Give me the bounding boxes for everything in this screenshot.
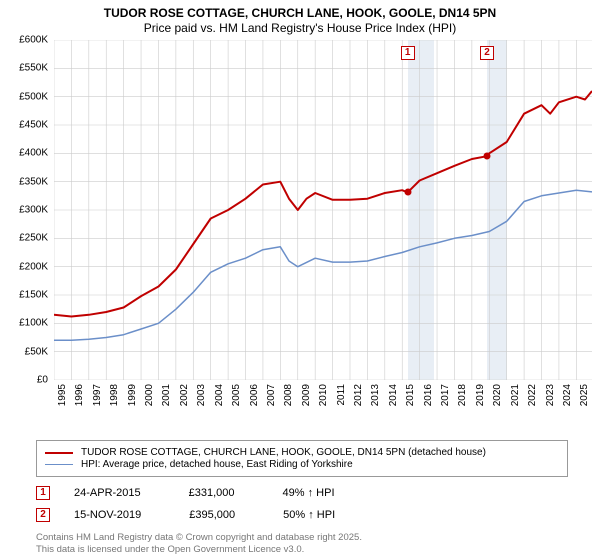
annotation-marker: 1 (36, 486, 50, 500)
legend-item: HPI: Average price, detached house, East… (45, 459, 559, 470)
sale-marker-box: 1 (401, 46, 415, 60)
legend-label: TUDOR ROSE COTTAGE, CHURCH LANE, HOOK, G… (81, 447, 486, 458)
y-axis-tick-label: £350K (8, 176, 48, 187)
y-axis-tick-label: £600K (8, 35, 48, 46)
annotation-row: 1 24-APR-2015 £331,000 49% ↑ HPI (36, 486, 335, 500)
chart-title-block: TUDOR ROSE COTTAGE, CHURCH LANE, HOOK, G… (0, 0, 600, 35)
chart-title: TUDOR ROSE COTTAGE, CHURCH LANE, HOOK, G… (0, 6, 600, 20)
y-axis-tick-label: £400K (8, 148, 48, 159)
y-axis-tick-label: £0 (8, 375, 48, 386)
annotation-date: 15-NOV-2019 (74, 509, 141, 521)
y-axis-tick-label: £500K (8, 91, 48, 102)
series-line-hpi (54, 190, 592, 340)
y-axis-tick-label: £100K (8, 318, 48, 329)
y-axis-tick-label: £200K (8, 261, 48, 272)
annotation-marker: 2 (36, 508, 50, 522)
sale-marker-box: 2 (480, 46, 494, 60)
annotation-date: 24-APR-2015 (74, 487, 141, 499)
sale-marker-dot (484, 153, 491, 160)
annotation-delta: 50% ↑ HPI (283, 509, 335, 521)
y-axis-tick-label: £450K (8, 120, 48, 131)
chart-subtitle: Price paid vs. HM Land Registry's House … (0, 21, 600, 35)
legend-label: HPI: Average price, detached house, East… (81, 459, 353, 470)
y-axis-tick-label: £50K (8, 346, 48, 357)
legend: TUDOR ROSE COTTAGE, CHURCH LANE, HOOK, G… (36, 440, 568, 477)
x-axis-tick-label: 2025 (579, 384, 600, 406)
y-axis-tick-label: £550K (8, 63, 48, 74)
legend-item: TUDOR ROSE COTTAGE, CHURCH LANE, HOOK, G… (45, 447, 559, 458)
y-axis-tick-label: £150K (8, 290, 48, 301)
footer: Contains HM Land Registry data © Crown c… (36, 532, 362, 556)
plot-area: 12 (54, 40, 592, 380)
footer-line: Contains HM Land Registry data © Crown c… (36, 532, 362, 544)
annotation-delta: 49% ↑ HPI (283, 487, 335, 499)
y-axis-tick-label: £300K (8, 205, 48, 216)
legend-swatch (45, 464, 73, 466)
y-axis-tick-label: £250K (8, 233, 48, 244)
chart-area: 12 £0£50K£100K£150K£200K£250K£300K£350K£… (8, 40, 592, 410)
plot-svg (54, 40, 592, 380)
footer-line: This data is licensed under the Open Gov… (36, 544, 362, 556)
annotation-price: £331,000 (189, 487, 235, 499)
legend-swatch (45, 452, 73, 454)
annotation-row: 2 15-NOV-2019 £395,000 50% ↑ HPI (36, 508, 335, 522)
sale-marker-dot (404, 189, 411, 196)
annotation-price: £395,000 (189, 509, 235, 521)
